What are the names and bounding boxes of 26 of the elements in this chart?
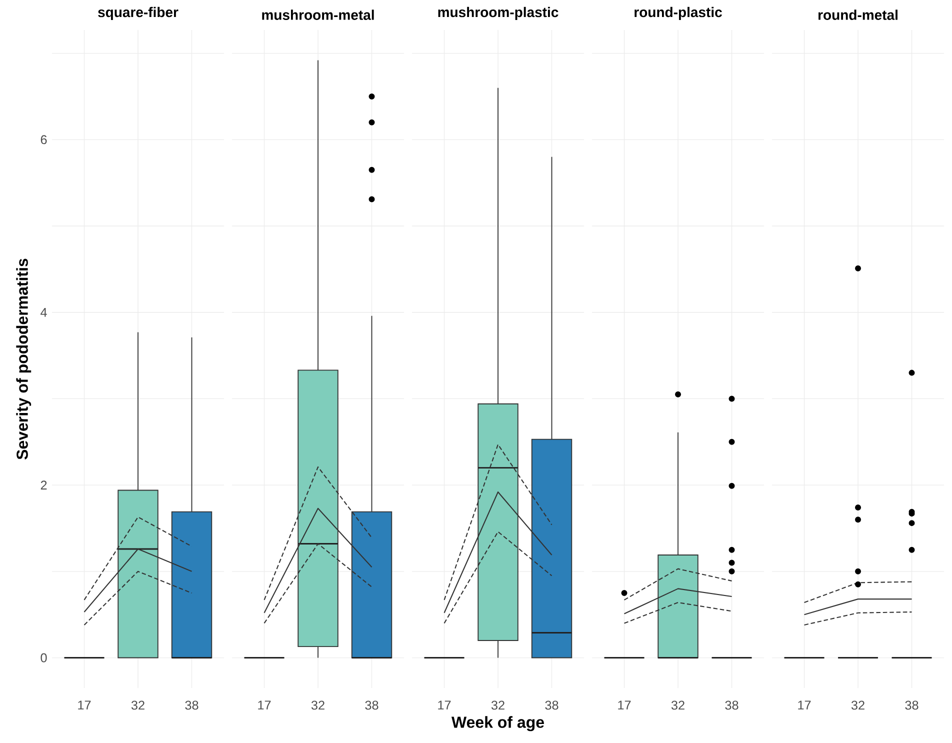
chart-title: mushroom-metal xyxy=(262,10,374,20)
x-tick-label: 38 xyxy=(905,700,918,710)
y-tick-label: 2 xyxy=(40,480,47,490)
x-tick-label: 17 xyxy=(798,700,811,710)
x-tick-label: 17 xyxy=(78,700,91,710)
x-axis-title: Week of age xyxy=(451,716,544,732)
x-tick-label: 38 xyxy=(185,700,198,710)
chart-title: square-fiber xyxy=(98,6,178,20)
x-tick-label: 38 xyxy=(545,700,558,710)
x-tick-label: 17 xyxy=(258,700,271,710)
y-axis-title: Severity of pododermatitis xyxy=(16,258,32,460)
x-tick-label: 38 xyxy=(725,700,738,710)
x-tick-label: 32 xyxy=(491,700,504,710)
x-tick-label: 32 xyxy=(671,700,684,710)
x-tick-label: 17 xyxy=(438,700,451,710)
x-tick-label: 32 xyxy=(311,700,324,710)
x-tick-label: 32 xyxy=(851,700,864,710)
y-tick-label: 0 xyxy=(40,653,47,662)
x-tick-label: 17 xyxy=(618,700,631,710)
x-tick-label: 32 xyxy=(131,700,144,710)
x-tick-label: 38 xyxy=(365,700,378,710)
chart-title: round-plastic xyxy=(634,6,722,20)
chart-title: mushroom-plastic xyxy=(438,6,558,20)
y-tick-label: 4 xyxy=(40,308,47,317)
y-tick-label: 6 xyxy=(40,135,47,144)
chart-title: round-metal xyxy=(818,10,898,20)
